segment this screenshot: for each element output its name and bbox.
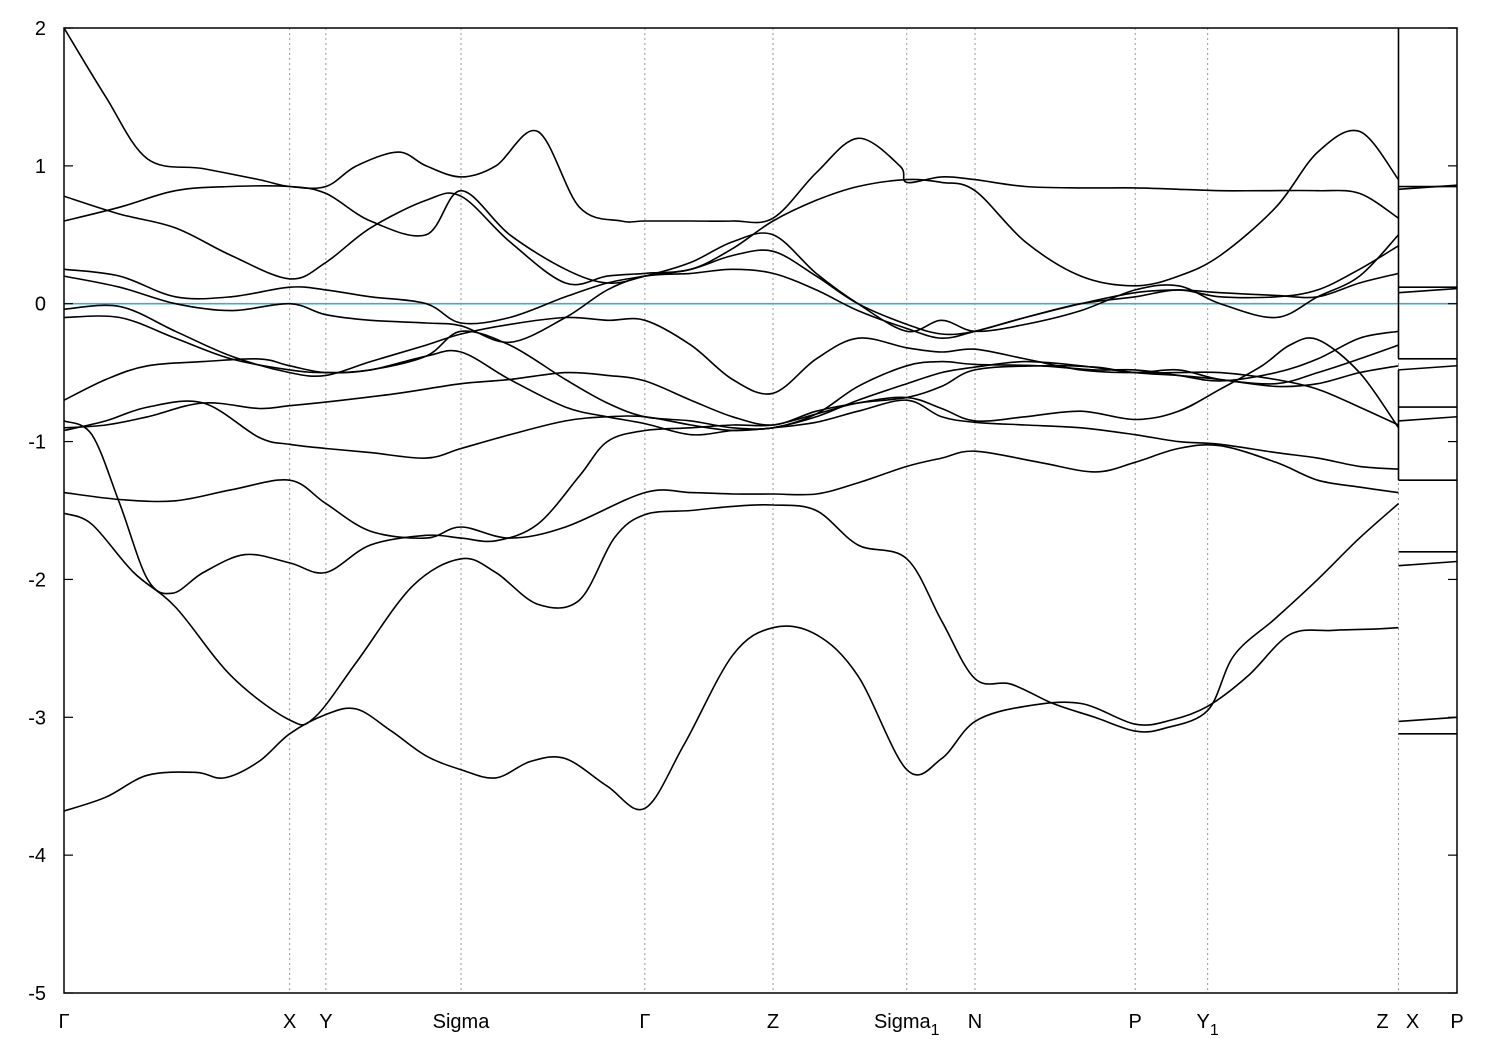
x-axis: Γ X Y Sigma Γ Z Sigma1 N P Y1 Z X P [58,1011,1463,1039]
band-layer [64,28,1457,812]
band-line [1398,364,1457,371]
y-tick-label: 0 [35,294,46,316]
kpoint-label: X [283,1011,296,1033]
y-tick-label: 2 [35,18,46,40]
plot-frame [63,27,1458,994]
grid-layer [289,28,1399,993]
band-line [1398,287,1457,294]
kpoint-label: Z [1376,1011,1388,1033]
kpoint-label: Γ [58,1011,69,1033]
band-line [64,503,1400,733]
kpoint-label: N [968,1011,982,1033]
band-line [64,399,1399,470]
band-line [64,443,1399,540]
kpoint-label: Y1 [1197,1011,1219,1039]
kpoint-label: P [1129,1011,1142,1033]
y-tick-label: -4 [28,845,46,867]
band-line [64,304,1399,395]
kpoint-label: Γ [639,1011,650,1033]
band-line [64,185,1400,333]
y-axis: 2 1 0 -1 -2 -3 -4 -5 [28,18,1457,1005]
band-line [64,245,1399,336]
kpoint-label: Y [319,1011,332,1033]
band-line [1398,415,1457,422]
y-tick-label: -5 [28,983,46,1005]
band-line [64,330,1399,430]
y-tick-label: 1 [35,156,46,178]
kpoint-label: Z [767,1011,779,1033]
kpoint-label: X [1406,1011,1419,1033]
kpoint-label: Sigma [433,1011,491,1033]
band-line [64,337,1400,595]
kpoint-label: P [1450,1011,1463,1033]
band-line [64,315,1399,436]
band-line [64,129,1400,287]
y-tick-label: -2 [28,569,46,591]
band-line [64,28,1399,224]
kpoint-label: Sigma1 [874,1011,940,1039]
band-line [64,268,1399,344]
y-tick-label: -1 [28,432,46,454]
y-tick-label: -3 [28,707,46,729]
band-line [1398,716,1457,723]
band-line [64,625,1399,812]
band-line [1398,560,1457,567]
band-line [64,364,1399,429]
band-line [1398,184,1457,191]
